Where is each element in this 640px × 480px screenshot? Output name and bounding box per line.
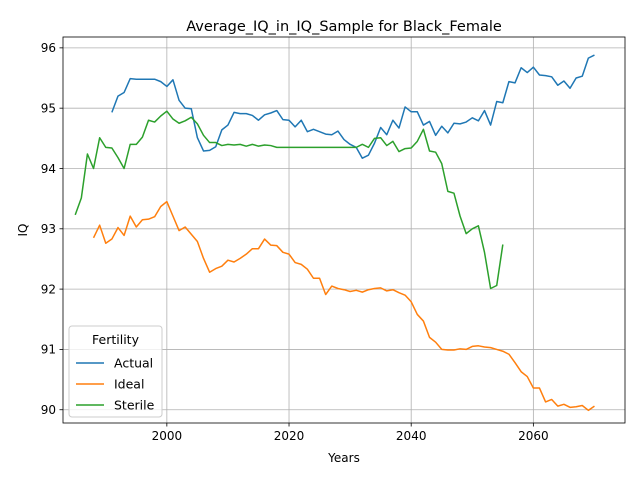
grid xyxy=(63,37,625,423)
y-tick-label: 92 xyxy=(41,282,56,296)
y-tick-label: 95 xyxy=(41,101,56,115)
x-tick-label: 2020 xyxy=(274,429,305,443)
y-tick-label: 91 xyxy=(41,343,56,357)
legend-label-ideal: Ideal xyxy=(114,377,144,392)
x-tick-label: 2060 xyxy=(518,429,549,443)
plot-frame xyxy=(62,36,626,424)
series-line-actual xyxy=(111,54,595,159)
legend-label-sterile: Sterile xyxy=(114,398,155,413)
y-tick-label: 96 xyxy=(41,41,56,55)
y-axis-title: IQ xyxy=(16,224,30,237)
series-layer xyxy=(74,54,595,412)
legend-title: Fertility xyxy=(92,332,140,347)
x-axis-title: Years xyxy=(327,451,360,465)
chart-title: Average_IQ_in_IQ_Sample for Black_Female xyxy=(186,19,502,35)
series-line-ideal xyxy=(92,200,595,412)
x-tick-label: 2000 xyxy=(152,429,183,443)
y-tick-label: 90 xyxy=(41,403,56,417)
legend: Fertility Actual Ideal Sterile xyxy=(68,325,163,418)
series-line-sterile xyxy=(74,110,504,290)
x-axis: 2000 2020 2040 2060 xyxy=(152,423,549,443)
legend-label-actual: Actual xyxy=(114,356,153,371)
x-tick-label: 2040 xyxy=(396,429,427,443)
legend-box xyxy=(68,325,163,418)
y-tick-label: 93 xyxy=(41,222,56,236)
y-tick-label: 94 xyxy=(41,162,56,176)
y-axis: 90 91 92 93 94 95 96 xyxy=(41,41,63,417)
